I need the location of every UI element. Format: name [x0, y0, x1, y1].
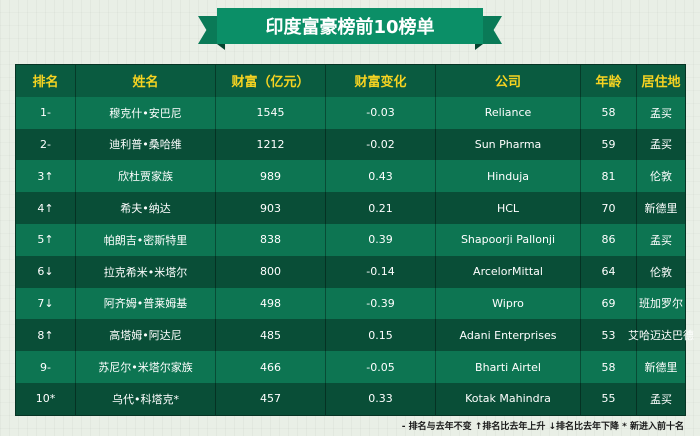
cell-change: 0.21	[326, 192, 436, 224]
cell-wealth: 457	[216, 383, 326, 415]
cell-change: -0.03	[326, 96, 436, 129]
page-title: 印度富豪榜前10榜单	[217, 8, 483, 44]
cell-name: 乌代•科塔克*	[76, 383, 216, 415]
header-wealth: 财富（亿元）	[216, 65, 326, 97]
cell-company: Wipro	[436, 287, 581, 320]
cell-company: Reliance	[436, 96, 581, 129]
cell-company: HCL	[436, 192, 581, 224]
cell-name: 希夫•纳达	[76, 192, 216, 224]
cell-wealth: 1545	[216, 96, 326, 129]
cell-age: 86	[581, 224, 637, 256]
cell-rank: 4↑	[16, 192, 76, 224]
table-row: 6↓ 拉克希米•米塔尔 800 -0.14 ArcelorMittal 64 伦敦	[16, 255, 685, 288]
title-ribbon: 印度富豪榜前10榜单	[0, 0, 700, 50]
header-age: 年龄	[581, 65, 637, 97]
cell-age: 58	[581, 96, 637, 129]
cell-wealth: 838	[216, 224, 326, 256]
cell-company: Adani Enterprises	[436, 319, 581, 352]
cell-city: 伦敦	[650, 265, 672, 279]
cell-age: 55	[581, 383, 637, 415]
cell-city: 新德里	[644, 361, 678, 375]
cell-change: -0.14	[326, 255, 436, 288]
cell-age: 58	[581, 351, 637, 383]
cell-age: 64	[581, 255, 637, 288]
cell-name: 帕朗吉•密斯特里	[76, 224, 216, 256]
ribbon-fold-left	[217, 44, 225, 50]
cell-name: 高塔姆•阿达尼	[76, 319, 216, 352]
cell-city: 孟买	[650, 138, 672, 152]
cell-city: 伦敦	[650, 170, 672, 184]
cell-name: 拉克希米•米塔尔	[76, 255, 216, 288]
header-rank: 排名	[16, 65, 76, 97]
table-row: 1- 穆克什•安巴尼 1545 -0.03 Reliance 58 孟买	[16, 96, 685, 129]
table-header: 排名 姓名 财富（亿元） 财富变化 公司 年龄 居住地	[16, 65, 685, 97]
cell-change: -0.05	[326, 351, 436, 383]
cell-rank: 9-	[16, 351, 76, 383]
cell-rank: 2-	[16, 128, 76, 161]
cell-city: 班加罗尔	[639, 297, 683, 311]
cell-city: 新德里	[644, 202, 678, 216]
table-row: 3↑ 欣杜贾家族 989 0.43 Hinduja 81 伦敦	[16, 160, 685, 193]
cell-company: Hinduja	[436, 160, 581, 193]
cell-change: 0.43	[326, 160, 436, 193]
cell-city: 孟买	[650, 233, 672, 247]
cell-change: -0.39	[326, 287, 436, 320]
cell-age: 53	[581, 319, 637, 352]
cell-wealth: 1212	[216, 128, 326, 161]
header-city: 居住地	[641, 75, 681, 91]
cell-change: -0.02	[326, 128, 436, 161]
header-company: 公司	[436, 65, 581, 97]
ranking-table: 排名 姓名 财富（亿元） 财富变化 公司 年龄 居住地 1- 穆克什•安巴尼 1545 -0.03 R…	[15, 64, 694, 416]
header-change: 财富变化	[326, 65, 436, 97]
cell-name: 欣杜贾家族	[76, 160, 216, 193]
cell-wealth: 498	[216, 287, 326, 320]
table-row: 4↑ 希夫•纳达 903 0.21 HCL 70 新德里	[16, 192, 685, 224]
cell-name: 迪利普•桑哈维	[76, 128, 216, 161]
cell-wealth: 466	[216, 351, 326, 383]
cell-age: 81	[581, 160, 637, 193]
cell-rank: 1-	[16, 96, 76, 129]
cell-rank: 7↓	[16, 287, 76, 320]
cell-name: 阿齐姆•普莱姆基	[76, 287, 216, 320]
cell-rank: 10*	[16, 383, 76, 415]
cell-company: Shapoorji Pallonji	[436, 224, 581, 256]
table-row: 7↓ 阿齐姆•普莱姆基 498 -0.39 Wipro 69 班加罗尔	[16, 287, 685, 320]
cell-rank: 3↑	[16, 160, 76, 193]
cell-wealth: 989	[216, 160, 326, 193]
cell-city: 艾哈迈达巴德	[628, 329, 694, 343]
cell-change: 0.15	[326, 319, 436, 352]
cell-rank: 8↑	[16, 319, 76, 352]
cell-company: ArcelorMittal	[436, 255, 581, 288]
cell-company: Kotak Mahindra	[436, 383, 581, 415]
cell-city: 孟买	[650, 392, 672, 406]
cell-name: 穆克什•安巴尼	[76, 96, 216, 129]
cell-change: 0.39	[326, 224, 436, 256]
cell-age: 59	[581, 128, 637, 161]
legend-footer: - 排名与去年不变 ↑排名比去年上升 ↓排名比去年下降 * 新进入前十名	[401, 422, 684, 432]
ribbon-fold-right	[475, 44, 483, 50]
cell-age: 69	[581, 287, 637, 320]
cell-rank: 6↓	[16, 255, 76, 288]
cell-company: Bharti Airtel	[436, 351, 581, 383]
cell-city: 孟买	[650, 106, 672, 120]
cell-wealth: 800	[216, 255, 326, 288]
cell-name: 苏尼尔•米塔尔家族	[76, 351, 216, 383]
cell-change: 0.33	[326, 383, 436, 415]
table-row: 9- 苏尼尔•米塔尔家族 466 -0.05 Bharti Airtel 58 新德里	[16, 351, 685, 383]
cell-wealth: 903	[216, 192, 326, 224]
header-name: 姓名	[76, 65, 216, 97]
table-row: 5↑ 帕朗吉•密斯特里 838 0.39 Shapoorji Pallonji 86 孟买	[16, 224, 685, 256]
cell-wealth: 485	[216, 319, 326, 352]
table-row: 10* 乌代•科塔克* 457 0.33 Kotak Mahindra 55 孟买	[16, 383, 685, 415]
cell-age: 70	[581, 192, 637, 224]
cell-rank: 5↑	[16, 224, 76, 256]
table-row: 2- 迪利普•桑哈维 1212 -0.02 Sun Pharma 59 孟买	[16, 128, 685, 161]
cell-company: Sun Pharma	[436, 128, 581, 161]
table-row: 8↑ 高塔姆•阿达尼 485 0.15 Adani Enterprises 53 艾哈迈达巴…	[16, 319, 694, 352]
